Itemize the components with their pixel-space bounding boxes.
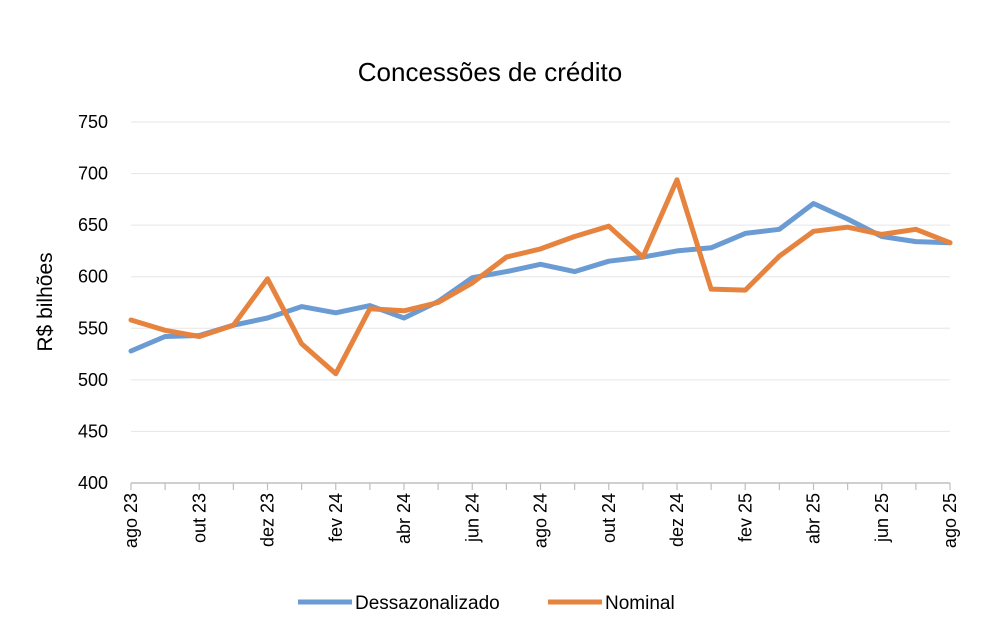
y-tick-label: 400	[78, 473, 108, 493]
legend-label: Nominal	[605, 593, 675, 614]
x-tick-label: abr 24	[394, 493, 414, 544]
gridlines	[131, 121, 950, 432]
y-axis-label: R$ bilhões	[34, 252, 57, 351]
x-tick-label: ago 25	[940, 493, 960, 548]
x-tick-label: abr 25	[804, 493, 824, 544]
series-line-nominal	[128, 177, 953, 377]
y-axis-ticks: 400 450 500 550 600 650 700 750	[78, 112, 108, 493]
y-tick-label: 450	[78, 421, 108, 441]
y-tick-label: 700	[78, 164, 108, 184]
x-tick-label: out 23	[189, 493, 209, 543]
x-tick-label: jun 25	[872, 493, 892, 543]
y-tick-label: 550	[78, 318, 108, 338]
series-lines	[128, 177, 953, 377]
x-tick-label: dez 23	[258, 493, 278, 547]
x-tick-label: fev 24	[326, 493, 346, 542]
y-tick-label: 750	[78, 112, 108, 132]
x-tick-label: ago 24	[531, 493, 551, 548]
y-tick-label: 500	[78, 370, 108, 390]
legend-label: Dessazonalizado	[355, 593, 500, 614]
series-line-dessazonalizado	[128, 201, 953, 354]
y-tick-label: 650	[78, 215, 108, 235]
x-tick-label: jun 24	[462, 493, 482, 543]
x-tick-label: out 24	[599, 493, 619, 543]
x-tick-label: fev 25	[735, 493, 755, 542]
legend: Dessazonalizado Nominal	[298, 593, 675, 614]
x-tick-label: ago 23	[121, 493, 141, 548]
chart-title: Concessões de crédito	[358, 57, 622, 87]
y-tick-label: 600	[78, 267, 108, 287]
x-tick-label: dez 24	[667, 493, 687, 547]
x-axis: ago 23 out 23 dez 23 fev 24 abr 24 jun 24 ago …	[121, 482, 960, 548]
